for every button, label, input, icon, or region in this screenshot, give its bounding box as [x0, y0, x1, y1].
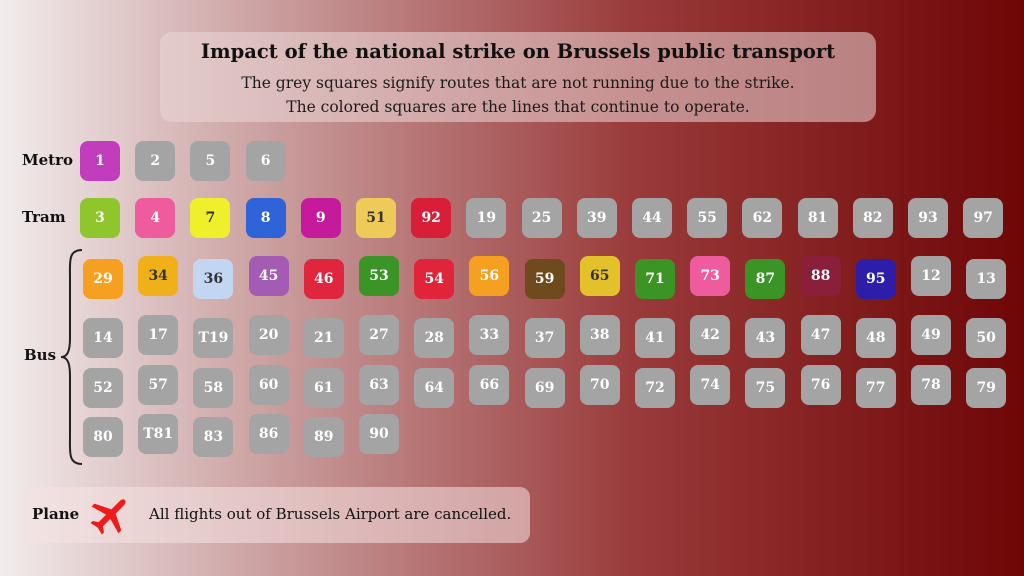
bus-line-27-not-running: 27	[359, 315, 399, 355]
bus-line-88-running: 88	[800, 256, 841, 296]
bus-line-78-not-running: 78	[911, 365, 951, 405]
plane-icon	[90, 499, 126, 535]
bus-line-12-not-running: 12	[911, 256, 951, 296]
metro-line-6-not-running: 6	[245, 141, 286, 181]
bus-line-28-not-running: 28	[414, 318, 455, 358]
tram-line-7-running: 7	[190, 198, 231, 238]
bus-line-70-not-running: 70	[579, 365, 620, 405]
tram-line-97-not-running: 97	[963, 198, 1004, 238]
bus-line-58-not-running: 58	[193, 368, 234, 408]
tram-line-92-running: 92	[411, 198, 452, 238]
bus-label: Bus	[24, 346, 57, 364]
bus-line-17-not-running: 17	[138, 315, 179, 355]
bus-line-69-not-running: 69	[524, 368, 565, 408]
bus-brace	[60, 249, 83, 465]
tram-line-9-running: 9	[300, 198, 341, 238]
bus-line-36-running: 36	[193, 259, 234, 299]
bus-line-89-not-running: 89	[303, 417, 344, 457]
bus-line-54-running: 54	[414, 259, 455, 299]
bus-line-t19-not-running: T19	[193, 318, 234, 358]
tram-label: Tram	[22, 208, 66, 226]
bus-line-20-not-running: 20	[248, 315, 289, 355]
bus-line-61-not-running: 61	[303, 368, 344, 408]
tram-line-4-running: 4	[135, 198, 176, 238]
bus-line-87-running: 87	[745, 259, 786, 299]
bus-line-60-not-running: 60	[248, 365, 289, 405]
tram-line-93-not-running: 93	[908, 198, 948, 238]
bus-line-50-not-running: 50	[966, 318, 1007, 358]
bus-line-65-running: 65	[579, 256, 620, 296]
tram-line-44-not-running: 44	[632, 198, 672, 238]
bus-line-14-not-running: 14	[83, 318, 123, 358]
metro-line-1-running: 1	[80, 141, 120, 181]
bus-line-77-not-running: 77	[855, 368, 896, 408]
subtitle-line-1: The grey squares signify routes that are…	[241, 74, 795, 92]
bus-line-75-not-running: 75	[745, 368, 786, 408]
bus-line-59-running: 59	[524, 259, 565, 299]
bus-line-73-running: 73	[690, 256, 731, 296]
tram-line-51-running: 51	[356, 198, 396, 238]
bus-line-57-not-running: 57	[138, 365, 179, 405]
bus-line-71-running: 71	[635, 259, 675, 299]
bus-line-66-not-running: 66	[469, 365, 510, 405]
bus-line-29-running: 29	[83, 259, 123, 299]
tram-line-82-not-running: 82	[852, 198, 893, 238]
subtitle-line-2: The colored squares are the lines that c…	[286, 98, 750, 116]
tram-line-62-not-running: 62	[742, 198, 783, 238]
bus-line-47-not-running: 47	[800, 315, 841, 355]
plane-label: Plane	[32, 505, 80, 523]
bus-line-56-running: 56	[469, 256, 510, 296]
bus-line-45-running: 45	[248, 256, 289, 296]
metro-line-5-not-running: 5	[190, 141, 231, 181]
bus-line-38-not-running: 38	[579, 315, 620, 355]
bus-line-64-not-running: 64	[414, 368, 455, 408]
bus-line-34-running: 34	[138, 256, 179, 296]
bus-line-53-running: 53	[359, 256, 399, 296]
plane-panel: Plane All flights out of Brussels Airpor…	[22, 487, 530, 543]
header-panel: Impact of the national strike on Brussel…	[160, 32, 876, 122]
bus-line-37-not-running: 37	[524, 318, 565, 358]
bus-line-49-not-running: 49	[911, 315, 951, 355]
bus-line-52-not-running: 52	[83, 368, 123, 408]
bus-line-42-not-running: 42	[690, 315, 731, 355]
tram-line-55-not-running: 55	[687, 198, 728, 238]
bus-line-76-not-running: 76	[800, 365, 841, 405]
bus-line-13-not-running: 13	[966, 259, 1007, 299]
bus-line-79-not-running: 79	[966, 368, 1007, 408]
bus-line-83-not-running: 83	[193, 417, 234, 457]
bus-line-46-running: 46	[303, 259, 344, 299]
bus-line-72-not-running: 72	[635, 368, 675, 408]
bus-line-80-not-running: 80	[83, 417, 123, 457]
bus-line-90-not-running: 90	[359, 414, 399, 454]
bus-line-74-not-running: 74	[690, 365, 731, 405]
tram-line-81-not-running: 81	[797, 198, 838, 238]
tram-line-3-running: 3	[80, 198, 120, 238]
bus-line-95-running: 95	[855, 259, 896, 299]
metro-line-2-not-running: 2	[135, 141, 176, 181]
bus-line-21-not-running: 21	[303, 318, 344, 358]
tram-line-8-running: 8	[245, 198, 286, 238]
tram-line-19-not-running: 19	[466, 198, 507, 238]
bus-line-63-not-running: 63	[359, 365, 399, 405]
page-title: Impact of the national strike on Brussel…	[200, 40, 836, 63]
metro-label: Metro	[22, 151, 73, 169]
bus-line-48-not-running: 48	[855, 318, 896, 358]
bus-line-33-not-running: 33	[469, 315, 510, 355]
plane-status-text: All flights out of Brussels Airport are …	[149, 505, 512, 523]
tram-line-25-not-running: 25	[521, 198, 562, 238]
bus-line-41-not-running: 41	[635, 318, 675, 358]
tram-line-39-not-running: 39	[576, 198, 617, 238]
bus-line-86-not-running: 86	[248, 414, 289, 454]
bus-line-43-not-running: 43	[745, 318, 786, 358]
bus-line-t81-not-running: T81	[138, 414, 179, 454]
